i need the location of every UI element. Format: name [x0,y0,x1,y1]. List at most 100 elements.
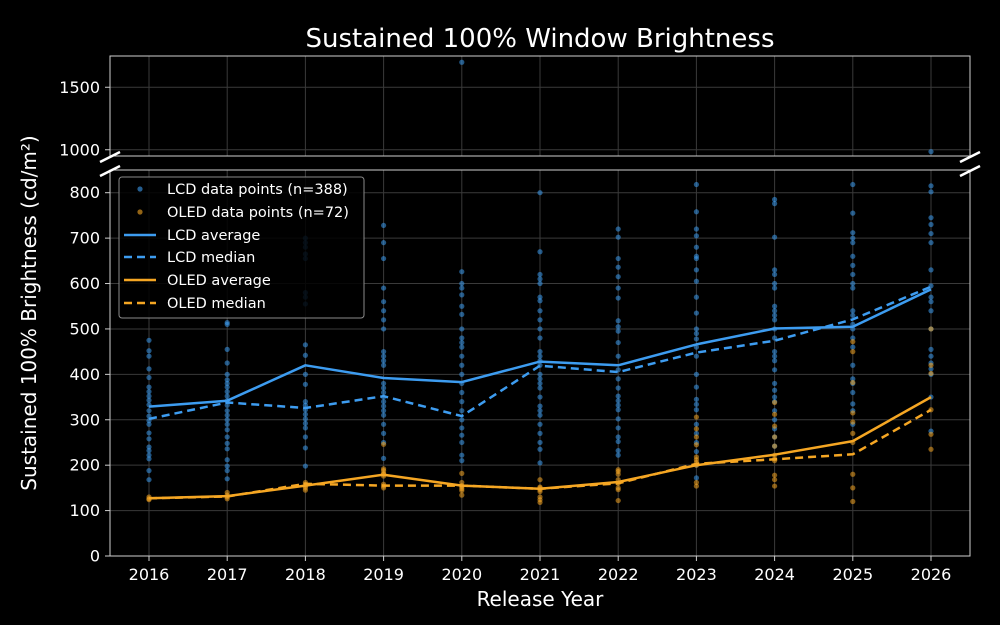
lcd-data-point [537,308,543,314]
upper-panel-grid [110,56,970,156]
y-tick-label: 1000 [59,140,100,159]
axis-break-mark-right-bottom [959,164,981,178]
lcd-data-point [772,353,778,359]
lcd-data-point [693,209,700,215]
oled-data-point [537,488,543,495]
lcd-data-point [850,312,856,318]
lcd-data-point [772,387,778,393]
x-tick-label: 2020 [441,565,482,584]
lcd-data-point [381,399,387,405]
lcd-data-point [381,299,387,305]
lcd-data-point [615,452,621,458]
lcd-data-point [302,420,308,426]
oled-data-point [693,426,700,432]
lcd-data-point [615,385,621,391]
chart-title: Sustained 100% Window Brightness [306,24,775,54]
lcd-data-point [772,417,778,423]
lcd-data-point [615,264,621,270]
oled-data-point [693,414,700,420]
lcd-data-point [302,445,308,451]
oled-data-point [928,431,934,437]
lcd-data-point [459,408,465,414]
lcd-data-point [615,274,621,280]
lcd-data-point [693,330,700,337]
y-tick-label: 400 [69,365,100,384]
lcd-data-point [381,412,387,418]
lcd-average-line [148,288,932,408]
lcd-data-point [615,285,621,291]
lcd-data-point [693,233,700,239]
lcd-data-point [615,234,621,240]
lcd-data-point [302,399,308,405]
lcd-data-point [693,336,700,342]
oled-data-point [850,485,856,491]
oled-data-point [928,446,934,452]
legend-entry-oled-average: OLED average [124,273,271,289]
lcd-data-point [772,303,778,309]
lcd-data-point [459,452,465,458]
oled-data-point [772,483,778,489]
lcd-data-point [693,294,700,300]
lcd-data-point [381,349,387,355]
lcd-data-point [615,434,621,440]
x-tick-label: 2024 [754,565,795,584]
lcd-data-point [459,432,465,438]
lcd-data-point [693,278,700,284]
lcd-data-point [224,457,230,463]
legend-label-lcd-median: LCD median [167,250,255,266]
lcd-data-point [146,337,152,343]
lcd-data-point [146,353,152,359]
oled-median-line [148,408,932,500]
lcd-data-point [772,267,778,273]
oled-data-point [693,442,700,448]
lcd-data-point [537,335,543,341]
lcd-data-point [850,376,856,382]
lcd-data-point [772,234,778,240]
lcd-data-point [302,381,308,387]
lcd-data-point [537,249,543,255]
lcd-data-point [537,439,543,446]
lcd-data-point [146,384,152,390]
lcd-data-point [381,317,387,323]
lcd-data-point [459,335,465,341]
lcd-data-point [224,408,230,414]
lcd-data-point [615,376,621,382]
oled-data-point [772,399,778,406]
lcd-data-point [850,262,856,268]
oled-data-point [381,441,387,447]
lcd-data-point [928,240,934,246]
x-tick-label: 2016 [129,565,170,584]
lcd-data-point [537,408,543,414]
legend-marker-oled-points [137,209,143,215]
x-axis-ticks: 2016 2017 2018 2019 2020 2021 2022 2023 2024 2025… [129,556,951,584]
lcd-data-point [381,255,387,262]
lcd-data-point [772,308,778,314]
lcd-data-point [615,407,621,413]
oled-data-point [537,499,543,506]
lcd-data-point [850,280,856,287]
lcd-data-point [537,280,543,287]
lcd-data-point [850,335,856,341]
lcd-data-point [146,374,152,381]
lcd-data-point [146,448,152,454]
y-axis-label: Sustained 100% Brightness (cd/m²) [17,135,41,490]
lcd-data-point [615,448,621,454]
lcd-data-point [459,425,465,431]
oled-data-point [693,483,700,489]
legend-entry-oled-median: OLED median [124,296,266,312]
lcd-data-point [224,446,230,452]
lcd-data-point [146,397,152,403]
oled-data-point [850,498,856,505]
oled-data-point [928,370,934,377]
y-tick-label: 700 [69,229,100,248]
oled-data-point [615,497,621,504]
lcd-data-point [928,346,934,352]
lcd-data-point [224,417,230,423]
lcd-data-point [772,380,778,387]
lcd-data-point [537,421,543,427]
oled-data-point [772,472,778,478]
lcd-data-point [928,366,934,372]
lcd-data-point [850,181,856,188]
lcd-data-point [772,408,778,414]
